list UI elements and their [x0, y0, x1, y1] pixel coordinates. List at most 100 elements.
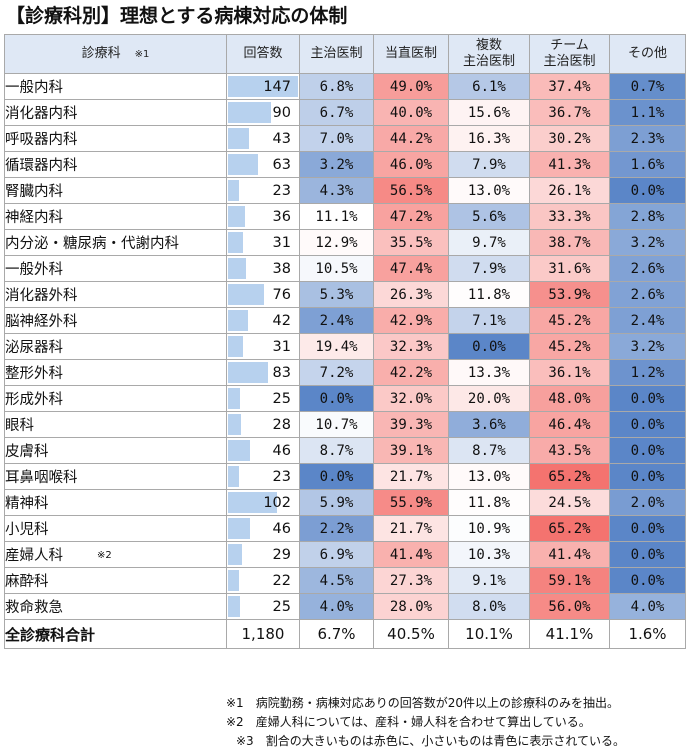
row-label: 麻酔科: [4, 567, 227, 594]
count-value: 38: [272, 260, 291, 277]
percent-cell: 4.5%: [299, 567, 374, 594]
percent-cell: 2.8%: [609, 203, 686, 230]
percent-cell: 20.0%: [448, 385, 530, 412]
percent-cell: 11.8%: [448, 281, 530, 308]
count-cell: 36: [226, 203, 300, 230]
percent-cell: 65.2%: [529, 463, 610, 490]
count-bar: [228, 518, 250, 539]
percent-cell: 41.4%: [529, 541, 610, 568]
count-bar: [228, 466, 239, 487]
percent-cell: 53.9%: [529, 281, 610, 308]
header-col-5: その他: [609, 34, 686, 74]
count-cell: 83: [226, 359, 300, 386]
row-label: 消化器内科: [4, 99, 227, 126]
table-row: 神経内科 36 11.1% 47.2% 5.6% 33.3% 2.8%: [4, 203, 686, 230]
count-value: 147: [263, 78, 291, 95]
percent-cell: 65.2%: [529, 515, 610, 542]
percent-cell: 3.2%: [609, 333, 686, 360]
percent-cell: 7.9%: [448, 255, 530, 282]
percent-cell: 49.0%: [373, 73, 449, 100]
percent-cell: 0.7%: [609, 73, 686, 100]
percent-cell: 10.7%: [299, 411, 374, 438]
percent-cell: 1.1%: [609, 99, 686, 126]
table-row: 消化器内科 90 6.7% 40.0% 15.6% 36.7% 1.1%: [4, 99, 686, 126]
count-bar: [228, 102, 271, 123]
header-department: 診療科 ※1: [4, 34, 227, 74]
row-label: 神経内科: [4, 203, 227, 230]
count-value: 31: [272, 234, 291, 251]
table-row: 呼吸器内科 43 7.0% 44.2% 16.3% 30.2% 2.3%: [4, 125, 686, 152]
percent-cell: 6.8%: [299, 73, 374, 100]
percent-cell: 9.1%: [448, 567, 530, 594]
count-cell: 25: [226, 385, 300, 412]
percent-cell: 0.0%: [609, 177, 686, 204]
percent-cell: 15.6%: [448, 99, 530, 126]
header-row: 診療科 ※1 回答数 主治医制 当直医制 複数 主治医制 チーム 主治医制 その他: [4, 34, 686, 74]
row-label: 泌尿器科: [4, 333, 227, 360]
count-bar: [228, 206, 246, 227]
percent-cell: 6.9%: [299, 541, 374, 568]
percent-cell: 2.4%: [609, 307, 686, 334]
row-label: 皮膚科: [4, 437, 227, 464]
percent-cell: 44.2%: [373, 125, 449, 152]
table-row: 小児科 46 2.2% 21.7% 10.9% 65.2% 0.0%: [4, 515, 686, 542]
percent-cell: 48.0%: [529, 385, 610, 412]
percent-cell: 2.6%: [609, 281, 686, 308]
count-cell: 90: [226, 99, 300, 126]
count-value: 31: [272, 338, 291, 355]
table-row: 皮膚科 46 8.7% 39.1% 8.7% 43.5% 0.0%: [4, 437, 686, 464]
percent-cell: 7.1%: [448, 307, 530, 334]
percent-cell: 28.0%: [373, 593, 449, 620]
percent-cell: 13.3%: [448, 359, 530, 386]
percent-cell: 46.0%: [373, 151, 449, 178]
count-cell: 38: [226, 255, 300, 282]
percent-cell: 11.8%: [448, 489, 530, 516]
row-label: 消化器外科: [4, 281, 227, 308]
percent-cell: 3.2%: [299, 151, 374, 178]
percent-cell: 2.4%: [299, 307, 374, 334]
header-count: 回答数: [226, 34, 300, 74]
row-label: 脳神経外科: [4, 307, 227, 334]
percent-cell: 35.5%: [373, 229, 449, 256]
percent-cell: 39.1%: [373, 437, 449, 464]
count-value: 102: [263, 494, 291, 511]
row-label: 産婦人科 ※2: [4, 541, 227, 568]
percent-cell: 12.9%: [299, 229, 374, 256]
count-cell: 31: [226, 229, 300, 256]
row-label: 整形外科: [4, 359, 227, 386]
count-bar: [228, 570, 239, 591]
percent-cell: 0.0%: [448, 333, 530, 360]
table-row: 一般内科 147 6.8% 49.0% 6.1% 37.4% 0.7%: [4, 73, 686, 100]
percent-cell: 42.2%: [373, 359, 449, 386]
row-label: 呼吸器内科: [4, 125, 227, 152]
percent-cell: 19.4%: [299, 333, 374, 360]
count-bar: [228, 76, 298, 97]
total-row: 全診療科合計 1,180 6.7% 40.5% 10.1% 41.1% 1.6%: [4, 619, 686, 649]
percent-cell: 1.6%: [609, 151, 686, 178]
percent-cell: 13.0%: [448, 177, 530, 204]
percent-cell: 0.0%: [609, 541, 686, 568]
percent-cell: 9.7%: [448, 229, 530, 256]
count-cell: 25: [226, 593, 300, 620]
count-value: 36: [272, 208, 291, 225]
count-value: 76: [272, 286, 291, 303]
row-label: 小児科: [4, 515, 227, 542]
percent-cell: 37.4%: [529, 73, 610, 100]
count-bar: [228, 596, 240, 617]
header-col-4: チーム 主治医制: [529, 34, 610, 74]
count-cell: 76: [226, 281, 300, 308]
percent-cell: 2.3%: [609, 125, 686, 152]
percent-cell: 11.1%: [299, 203, 374, 230]
count-value: 63: [272, 156, 291, 173]
percent-cell: 8.7%: [448, 437, 530, 464]
count-value: 23: [272, 182, 291, 199]
row-label: 耳鼻咽喉科: [4, 463, 227, 490]
count-value: 46: [272, 442, 291, 459]
footnote: ※1 病院勤務・病棟対応ありの回答数が20件以上の診療科のみを抽出。: [226, 696, 619, 710]
percent-cell: 7.0%: [299, 125, 374, 152]
percent-cell: 36.1%: [529, 359, 610, 386]
total-value: 40.5%: [373, 619, 449, 649]
total-value: 41.1%: [529, 619, 610, 649]
percent-cell: 45.2%: [529, 333, 610, 360]
total-count: 1,180: [226, 619, 300, 649]
